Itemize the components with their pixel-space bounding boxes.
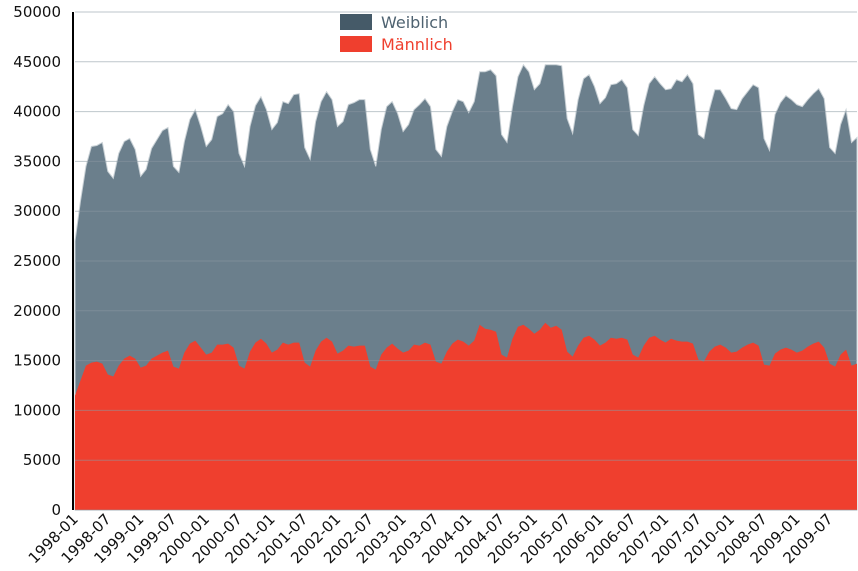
y-tick-label: 45000 [13,53,61,71]
legend-swatch [340,36,372,52]
y-tick-label: 5000 [23,451,61,469]
legend-label: Männlich [381,35,453,54]
y-tick-label: 35000 [13,152,61,170]
y-tick-label: 10000 [13,401,61,419]
y-tick-label: 30000 [13,202,61,220]
y-tick-label: 40000 [13,103,61,121]
legend-swatch [340,14,372,30]
y-tick-label: 50000 [13,3,61,21]
y-tick-label: 15000 [13,352,61,370]
y-tick-label: 0 [51,501,61,519]
y-tick-label: 20000 [13,302,61,320]
area [75,322,857,510]
legend-label: Weiblich [381,13,448,32]
y-tick-label: 25000 [13,252,61,270]
